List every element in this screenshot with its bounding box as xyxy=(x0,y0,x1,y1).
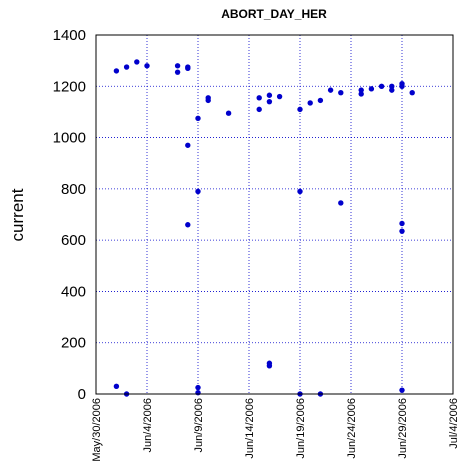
y-tick-label: 800 xyxy=(61,181,86,198)
x-tick-label: Jun/14/2006 xyxy=(244,398,256,459)
data-point xyxy=(195,115,201,122)
plot-frame xyxy=(95,34,454,395)
data-point xyxy=(113,68,120,74)
data-point xyxy=(256,106,262,113)
x-tick-label: Jul/4/2006 xyxy=(448,398,460,449)
data-point xyxy=(185,142,191,148)
data-point xyxy=(378,83,385,89)
data-point xyxy=(195,384,201,391)
data-point xyxy=(185,222,191,228)
x-tick-label: Jun/19/2006 xyxy=(295,398,307,459)
data-point xyxy=(368,86,375,92)
y-tick-label: 0 xyxy=(78,386,86,403)
data-point xyxy=(195,188,201,195)
y-tick-label: 400 xyxy=(61,283,86,300)
data-point xyxy=(205,97,211,104)
data-point xyxy=(297,106,303,113)
data-point xyxy=(409,89,415,96)
data-point xyxy=(327,87,334,93)
data-point xyxy=(185,65,191,72)
y-tick-label: 1000 xyxy=(53,130,86,147)
data-point xyxy=(144,63,150,69)
x-tick-label: May/30/2006 xyxy=(91,398,103,462)
data-point xyxy=(358,91,364,97)
data-point xyxy=(389,83,395,89)
data-point xyxy=(123,64,130,70)
y-tick-label: 200 xyxy=(61,335,86,352)
x-tick-label: Jun/9/2006 xyxy=(193,398,205,452)
x-tick-label: Jun/24/2006 xyxy=(346,398,358,459)
data-point xyxy=(338,89,344,96)
data-point xyxy=(113,383,120,390)
x-tick-label: Jun/4/2006 xyxy=(142,398,154,452)
data-point xyxy=(399,83,405,89)
data-point xyxy=(266,98,273,105)
data-point xyxy=(297,188,303,195)
y-tick-label: 1400 xyxy=(53,27,86,44)
y-axis-label: current xyxy=(8,188,27,241)
data-point xyxy=(358,87,364,93)
data-point xyxy=(389,87,395,93)
data-point xyxy=(266,363,273,369)
data-point xyxy=(399,228,405,234)
grid xyxy=(96,35,453,394)
data-point xyxy=(134,59,140,65)
data-point xyxy=(399,387,405,393)
data-point xyxy=(399,220,405,227)
y-tick-label: 1200 xyxy=(53,78,86,95)
data-point xyxy=(174,69,181,75)
data-point xyxy=(174,63,181,69)
data-point xyxy=(266,92,273,98)
y-tick-labels: 0 200 400 600 800 1000 1200 1400 xyxy=(53,27,86,403)
y-tick-label: 600 xyxy=(61,232,86,249)
data-point xyxy=(225,110,232,116)
data-point xyxy=(256,95,262,101)
data-point xyxy=(307,100,313,106)
x-tick-label: Jun/29/2006 xyxy=(397,398,409,459)
data-point xyxy=(195,390,201,396)
data-point xyxy=(317,97,324,104)
data-points xyxy=(113,59,415,397)
chart-title: ABORT_DAY_HER xyxy=(221,7,327,21)
x-tick-labels: May/30/2006 Jun/4/2006 Jun/9/2006 Jun/14/20… xyxy=(91,398,460,462)
data-point xyxy=(338,200,344,206)
data-point xyxy=(276,93,283,100)
